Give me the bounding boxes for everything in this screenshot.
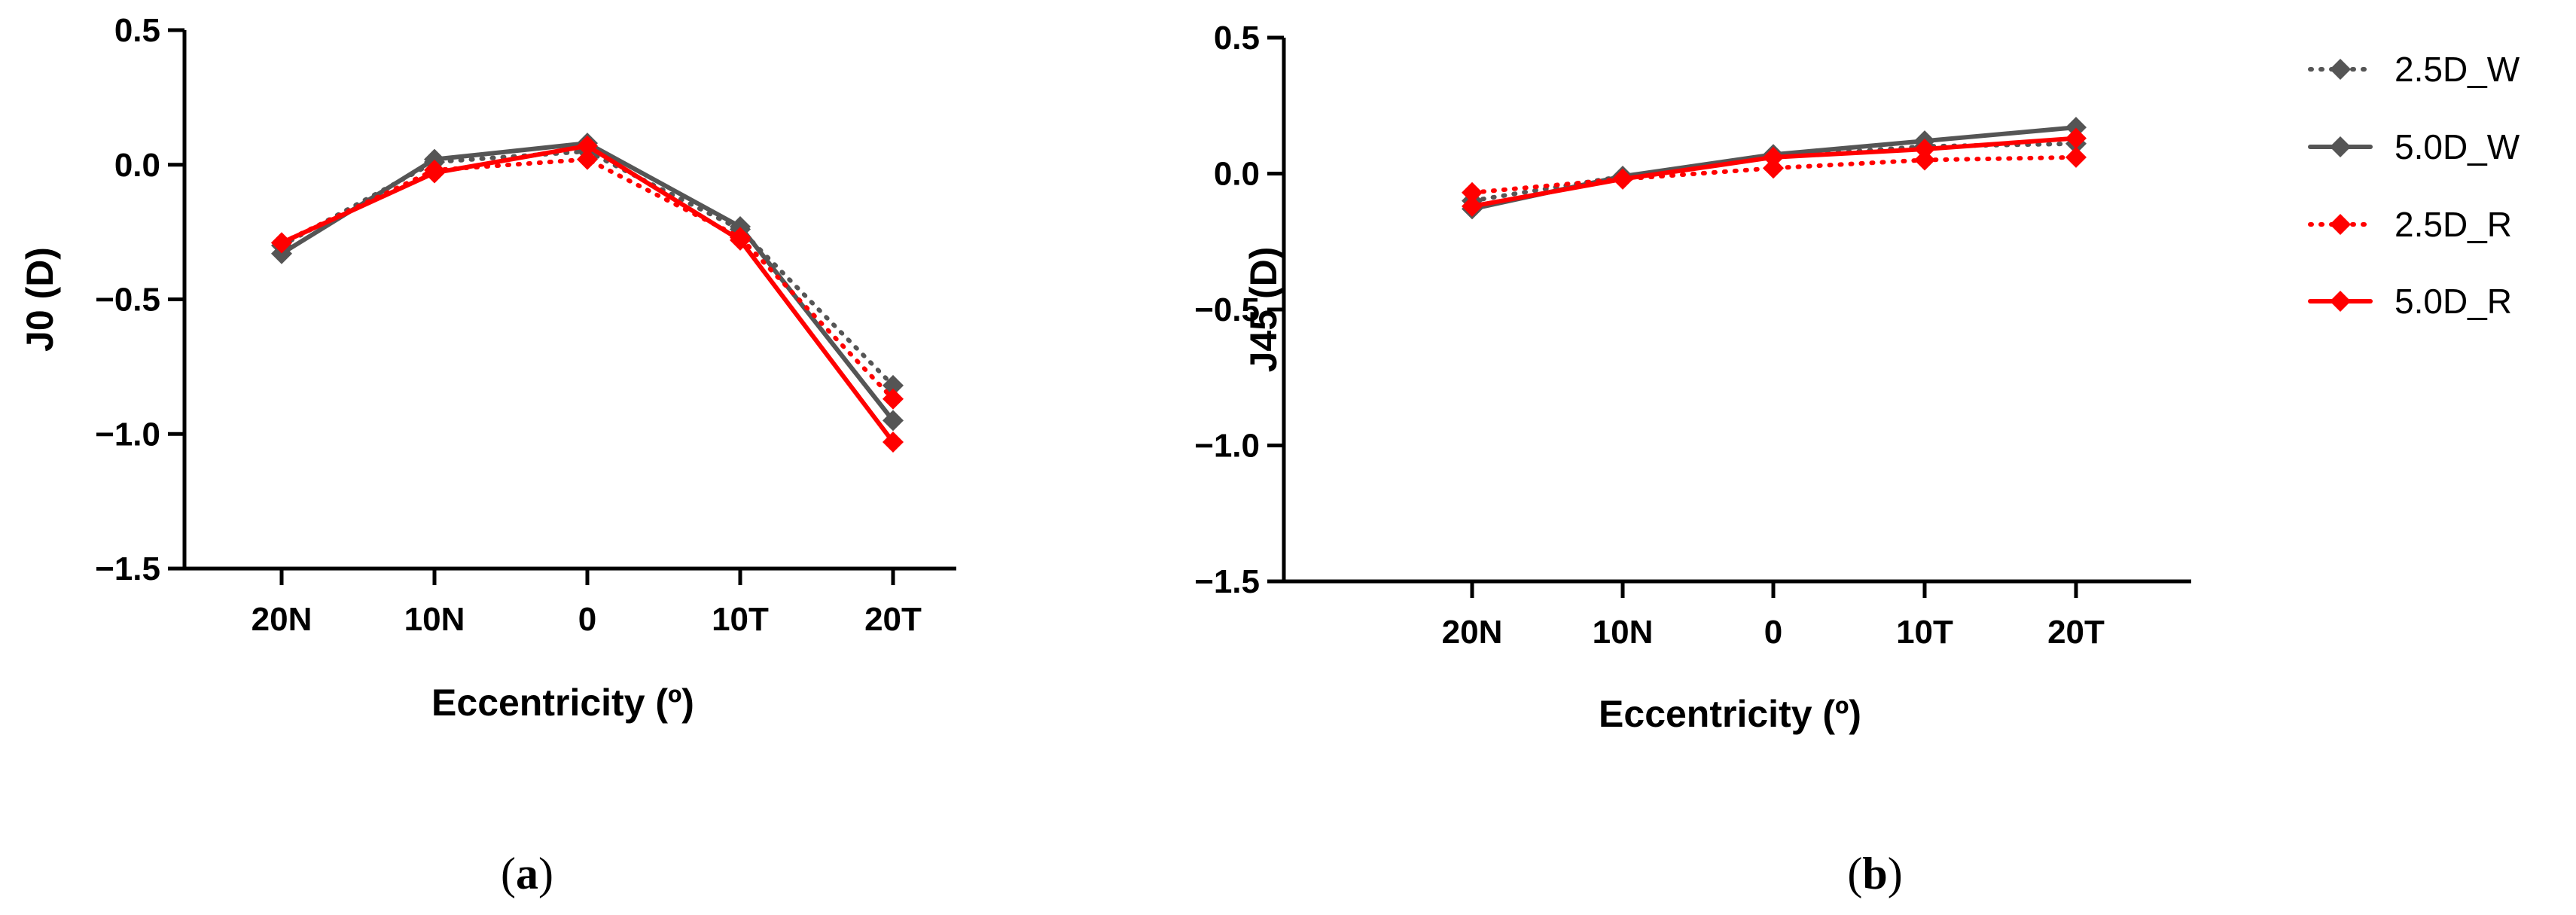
x-tick-label: 0: [1764, 614, 1782, 651]
x-tick-label: 20N: [1442, 614, 1503, 651]
x-tick-label: 10N: [404, 601, 465, 638]
chart-panel-a: 0.5 0.0 −0.5 −1.0 −1.5 20N 10N 0 10T 20T Eccentric…: [19, 12, 956, 898]
panel-label-paren: ): [1888, 849, 1903, 898]
y-tick-label: −1.5: [95, 551, 160, 587]
data-point-5.0D_W: [424, 148, 445, 170]
series-line-2.5D_R: [279, 157, 895, 401]
series-line-5.0D_W: [279, 141, 895, 423]
y-tick-label: −1.0: [1194, 428, 1260, 465]
data-point-5.0D_R: [1763, 146, 1784, 168]
y-tick-label: −1.5: [1194, 563, 1260, 600]
data-point-5.0D_R: [730, 229, 751, 251]
legend-marker: [2330, 214, 2351, 235]
data-point-2.5D_R: [1763, 157, 1784, 179]
x-axis-title: Eccentricity (º): [1599, 693, 1861, 735]
chart-panel-b: 0.5 0.0 −0.5 −1.0 −1.5 20N 10N 0 10T 20T Eccentric…: [1194, 20, 2191, 898]
data-point-5.0D_R: [271, 232, 292, 254]
series-2.5D_R: [271, 148, 904, 410]
data-point-5.0D_R: [2065, 127, 2087, 149]
legend-marker: [2330, 136, 2351, 157]
x-tick-label: 0: [578, 601, 596, 638]
y-tick-label: −1.0: [95, 416, 160, 453]
y-tick-label: 0.0: [114, 147, 160, 184]
series-2.5D_W: [271, 140, 904, 396]
series-line-2.5D_R: [1470, 154, 2078, 195]
panel-label-paren: (: [1847, 849, 1862, 898]
legend: 2.5D_W 5.0D_W 2.5D_R 5.0D_R: [2308, 50, 2520, 321]
series-line-2.5D_W: [279, 148, 895, 388]
x-tick-label: 20T: [2047, 614, 2105, 651]
y-tick-label: 0.5: [1214, 20, 1260, 56]
data-point-5.0D_W: [883, 410, 904, 432]
y-axis-title: J45 (D): [1242, 247, 1285, 373]
data-point-2.5D_R: [2065, 146, 2087, 168]
x-tick-label: 10T: [712, 601, 769, 638]
data-point-2.5D_W: [883, 374, 904, 396]
panel-label: (a): [501, 849, 553, 898]
data-point-2.5D_R: [883, 388, 904, 410]
legend-marker: [2330, 59, 2351, 80]
data-point-5.0D_W: [2065, 117, 2087, 139]
legend-entry-5.0D_R: 5.0D_R: [2308, 282, 2512, 321]
y-tick-label: 0.5: [114, 12, 160, 49]
legend-label: 5.0D_W: [2395, 127, 2520, 166]
legend-entry-2.5D_W: 2.5D_W: [2308, 50, 2520, 89]
series-5.0D_R: [271, 135, 904, 453]
data-point-5.0D_W: [271, 242, 292, 264]
data-point-5.0D_R: [1914, 139, 1935, 160]
legend-label: 2.5D_R: [2395, 205, 2512, 244]
data-point-5.0D_R: [1612, 168, 1633, 190]
data-point-2.5D_R: [1462, 181, 1483, 203]
data-point-5.0D_R: [424, 162, 445, 184]
data-point-5.0D_R: [577, 135, 598, 157]
x-tick-label: 20N: [252, 601, 312, 638]
y-tick-label: −0.5: [95, 282, 160, 319]
data-point-5.0D_R: [883, 431, 904, 453]
panel-label-letter: a: [516, 849, 538, 898]
data-point-5.0D_W: [730, 215, 751, 237]
y-axis-title: J0 (D): [19, 247, 61, 352]
panel-label-paren: (: [501, 849, 516, 898]
series-5.0D_W: [271, 133, 904, 432]
x-tick-label: 10T: [1896, 614, 1953, 651]
x-axis-title: Eccentricity (º): [431, 682, 694, 724]
legend-marker: [2330, 291, 2351, 312]
series-5.0D_R: [1462, 127, 2087, 217]
panel-label: (b): [1847, 849, 1902, 898]
y-tick-label: 0.0: [1214, 156, 1260, 193]
x-tick-label: 10N: [1593, 614, 1654, 651]
series-line-5.0D_R: [279, 143, 895, 444]
legend-label: 2.5D_W: [2395, 50, 2520, 89]
legend-entry-2.5D_R: 2.5D_R: [2308, 205, 2512, 244]
panel-label-paren: ): [538, 849, 553, 898]
legend-entry-5.0D_W: 5.0D_W: [2308, 127, 2520, 166]
x-tick-label: 20T: [864, 601, 922, 638]
panel-label-letter: b: [1862, 849, 1887, 898]
data-point-2.5D_R: [577, 148, 598, 170]
data-point-2.5D_R: [1914, 149, 1935, 171]
y-tick-label: −0.5: [1194, 291, 1260, 328]
legend-label: 5.0D_R: [2395, 282, 2512, 321]
data-point-5.0D_R: [1462, 195, 1483, 217]
